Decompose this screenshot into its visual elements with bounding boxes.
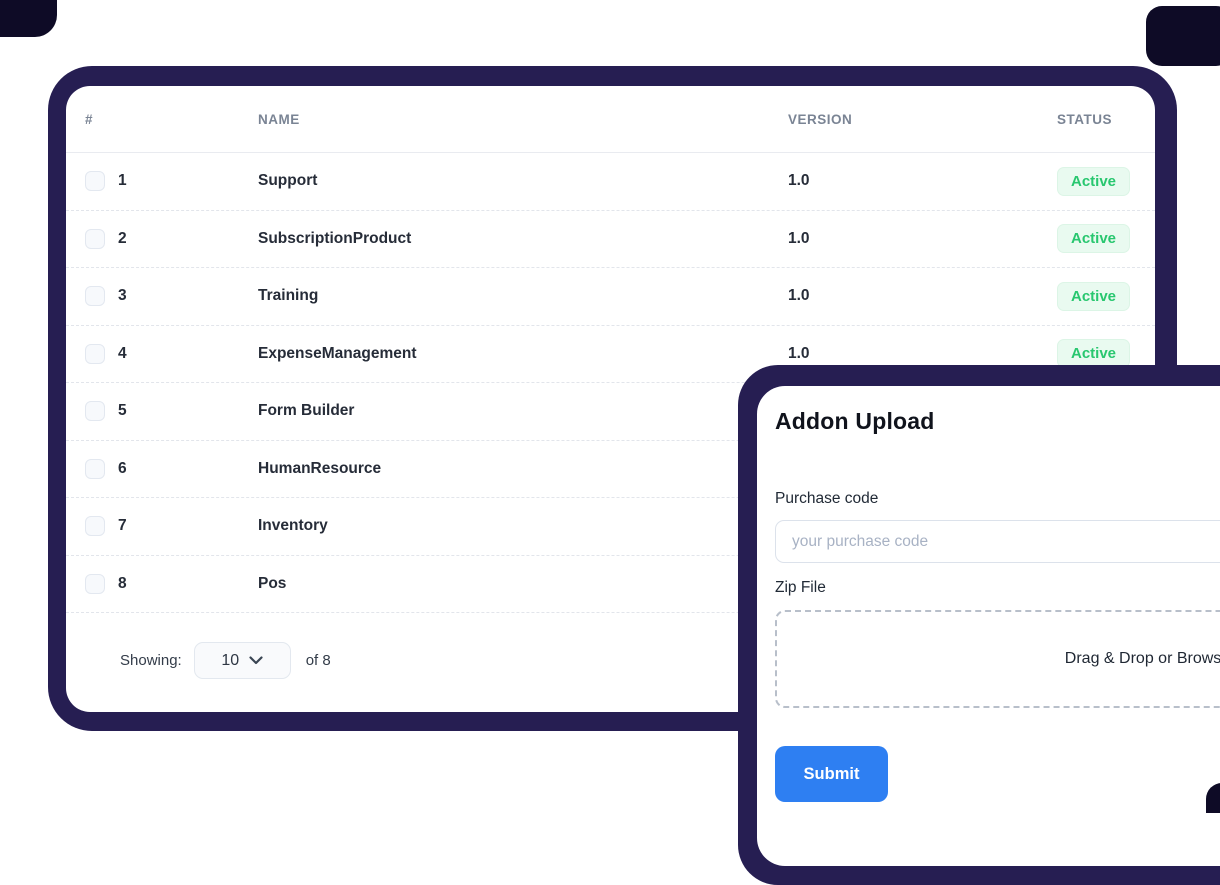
row-checkbox[interactable]	[85, 516, 105, 537]
row-name: ExpenseManagement	[258, 344, 417, 362]
status-badge: Active	[1057, 281, 1131, 311]
row-number: 8	[118, 574, 127, 592]
row-number: 2	[118, 229, 127, 247]
row-checkbox[interactable]	[85, 171, 105, 192]
table-footer: Showing: 10 of 8	[66, 642, 1155, 679]
row-name: HumanResource	[258, 459, 382, 477]
row-version: 1.0	[788, 172, 810, 190]
chevron-down-icon	[249, 656, 263, 665]
table-header-num: #	[85, 111, 94, 127]
row-number: 3	[118, 287, 127, 305]
row-name: SubscriptionProduct	[258, 229, 412, 247]
addons-table-card: # NAME VERSION STATUS 1 Support 1.0 Acti…	[66, 86, 1155, 712]
row-checkbox[interactable]	[85, 228, 105, 249]
row-number: 6	[118, 459, 127, 477]
addon-upload-frame: Addon Upload Purchase code Zip File Drag…	[738, 365, 1220, 885]
purchase-code-input[interactable]	[775, 520, 1220, 563]
table-header-version: VERSION	[788, 111, 853, 127]
showing-label: Showing:	[120, 652, 182, 669]
status-badge: Active	[1057, 166, 1131, 196]
row-name: Training	[258, 287, 319, 305]
row-name: Inventory	[258, 517, 328, 535]
row-number: 7	[118, 517, 127, 535]
row-checkbox[interactable]	[85, 458, 105, 479]
table-row: 1 Support 1.0 Active	[66, 153, 1155, 211]
page-size-value: 10	[221, 651, 240, 669]
row-checkbox[interactable]	[85, 343, 105, 364]
table-header-name: NAME	[258, 111, 300, 127]
status-badge: Active	[1057, 224, 1131, 254]
submit-button[interactable]: Submit	[775, 746, 888, 802]
row-number: 1	[118, 172, 127, 190]
row-checkbox[interactable]	[85, 401, 105, 422]
row-version: 1.0	[788, 287, 810, 305]
row-version: 1.0	[788, 229, 810, 247]
of-count-label: of 8	[305, 652, 331, 669]
decor-corner-top-right	[1146, 6, 1220, 66]
table-row: 3 Training 1.0 Active	[66, 268, 1155, 326]
row-name: Pos	[258, 574, 287, 592]
table-header-row: # NAME VERSION STATUS	[66, 86, 1155, 153]
table-row: 2 SubscriptionProduct 1.0 Active	[66, 211, 1155, 268]
table-row: 4 ExpenseManagement 1.0 Active	[66, 326, 1155, 383]
addon-upload-modal: Addon Upload Purchase code Zip File Drag…	[757, 386, 1220, 866]
row-number: 4	[118, 344, 127, 362]
row-name: Form Builder	[258, 402, 355, 420]
row-version: 1.0	[788, 344, 810, 362]
row-checkbox[interactable]	[85, 286, 105, 307]
status-badge: Active	[1057, 339, 1131, 369]
page-size-dropdown[interactable]: 10	[193, 642, 291, 679]
decor-corner-top-left	[0, 0, 57, 37]
purchase-code-label: Purchase code	[775, 490, 879, 507]
dropzone-text: Drag & Drop or Browse	[1064, 650, 1220, 667]
zip-file-dropzone[interactable]: Drag & Drop or Browse	[775, 610, 1220, 708]
row-number: 5	[118, 402, 127, 420]
row-name: Support	[258, 172, 318, 190]
row-checkbox[interactable]	[85, 573, 105, 594]
table-header-status: STATUS	[1057, 111, 1112, 127]
modal-title: Addon Upload	[775, 408, 935, 434]
zip-file-label: Zip File	[775, 579, 826, 596]
